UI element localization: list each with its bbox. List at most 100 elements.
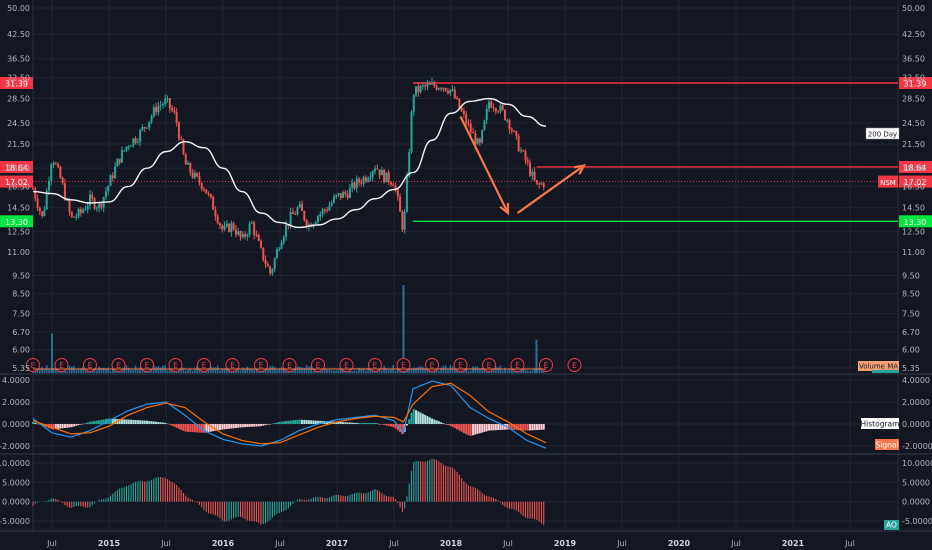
macd-histogram-bar: [86, 422, 89, 424]
macd-histogram-bar: [273, 423, 276, 424]
candle-body: [123, 150, 126, 152]
candle-body: [503, 109, 506, 120]
volume-bar: [353, 370, 356, 373]
macd-histogram-bar: [492, 424, 495, 431]
candle-body: [524, 151, 527, 161]
macd-histogram-bar: [216, 424, 219, 431]
macd-histogram-bar: [184, 424, 187, 432]
volume-bar: [340, 368, 342, 373]
macd-histogram-bar: [246, 424, 249, 427]
candle-body: [100, 203, 103, 208]
macd-histogram-bar: [351, 422, 354, 424]
level-tag-left-31.39: [0, 76, 33, 89]
macd-histogram-bar: [198, 424, 201, 433]
left-price-tick: 36.50: [7, 55, 30, 64]
candle-body: [111, 175, 114, 179]
volume-bar: [112, 368, 114, 373]
volume-bar: [139, 367, 141, 373]
earnings-marker: [54, 358, 69, 372]
candle-body: [234, 229, 237, 235]
candle-body: [68, 199, 71, 212]
volume-bar: [301, 367, 303, 373]
macd-histogram-bar: [255, 424, 258, 427]
candle-body: [59, 166, 62, 179]
macd-histogram-bar: [540, 424, 543, 430]
left-price-tick: 50.00: [7, 4, 30, 13]
symbol-tag-text: NSM: [880, 179, 896, 187]
volume-bar: [155, 366, 157, 373]
candle-body: [171, 108, 174, 111]
candle-body: [492, 107, 495, 109]
trend-arrows[interactable]: [459, 115, 587, 216]
volume-bar: [460, 370, 463, 373]
price-axis-right[interactable]: 50.00 42.50 36.50 32.50 28.50 24.50 21.50 18.50…: [902, 4, 932, 526]
candle-body: [291, 212, 294, 214]
earnings-marker: [311, 358, 325, 372]
level-tag-right-text-18.64: 18.64: [904, 163, 927, 172]
histogram-label-box: [861, 418, 899, 429]
candle-body: [353, 182, 356, 189]
time-axis[interactable]: Jul 2015 Jul 2016 Jul 2017 Jul 2018 Jul 2019 Jul 20…: [46, 539, 855, 548]
earnings-marker-label: E: [373, 361, 378, 370]
candle-body: [66, 199, 69, 201]
candle-body: [189, 162, 192, 173]
candle-body: [50, 164, 53, 182]
candle-body: [488, 101, 490, 109]
candle-body: [380, 169, 383, 176]
volume-bar: [321, 370, 324, 373]
candle-body: [394, 186, 397, 189]
macd-histogram-bar: [378, 423, 381, 425]
volume-bar: [511, 368, 513, 373]
macd-histogram-bar: [456, 424, 459, 430]
volume-bar: [77, 369, 80, 373]
volume-bar: [253, 369, 255, 373]
volume-bar: [358, 367, 360, 373]
macd-histogram-bar: [89, 421, 91, 424]
candle-body: [508, 119, 511, 130]
volume-bar: [121, 369, 123, 373]
candle-body: [57, 164, 60, 167]
macd-histogram-bar: [159, 422, 162, 424]
macd-histogram-bar: [460, 424, 463, 432]
signal-label: Signal: [875, 441, 898, 450]
horizontal-levels[interactable]: 31.39 31.39 18.64 18.64 17.02 17.02 NSM 13.30 13…: [0, 76, 932, 228]
macd-histogram-bar: [312, 420, 315, 424]
candle-body: [91, 194, 94, 199]
candle-body: [182, 139, 185, 155]
volume-bar: [283, 368, 285, 373]
candle-body: [70, 211, 73, 217]
volume-bar: [221, 369, 224, 373]
candle-body: [392, 184, 395, 187]
earnings-marker: [368, 358, 382, 372]
candle-body: [535, 180, 538, 184]
macd-histogram-bar: [157, 422, 160, 424]
volume-bar: [182, 367, 185, 373]
macd-histogram-bar: [358, 422, 361, 424]
candle-body: [339, 193, 342, 198]
time-tick: Jul: [160, 539, 171, 548]
candle-body: [95, 207, 98, 209]
volume-bar: [529, 370, 531, 373]
left-price-tick: 12.50: [7, 227, 30, 236]
macd-histogram-bar: [424, 414, 427, 424]
earnings-marker: [567, 358, 582, 372]
volume-ma-label-box: [858, 361, 899, 371]
volume-bar: [191, 370, 194, 373]
macd-histogram-bar: [225, 424, 228, 430]
volume-bar: [476, 366, 479, 373]
candle-body: [351, 182, 354, 188]
macd-histogram-bar: [196, 424, 199, 433]
candle-body: [321, 209, 324, 214]
volume-bar: [251, 369, 253, 373]
volume-bar: [495, 366, 497, 373]
candle-body: [241, 234, 244, 238]
volume-bar: [96, 370, 98, 373]
candle-body: [225, 223, 228, 226]
candle-body: [216, 216, 219, 224]
candle-body: [264, 260, 267, 265]
candle-body: [513, 130, 516, 132]
candle-body: [301, 203, 304, 211]
macd-histogram-bar: [317, 420, 319, 424]
